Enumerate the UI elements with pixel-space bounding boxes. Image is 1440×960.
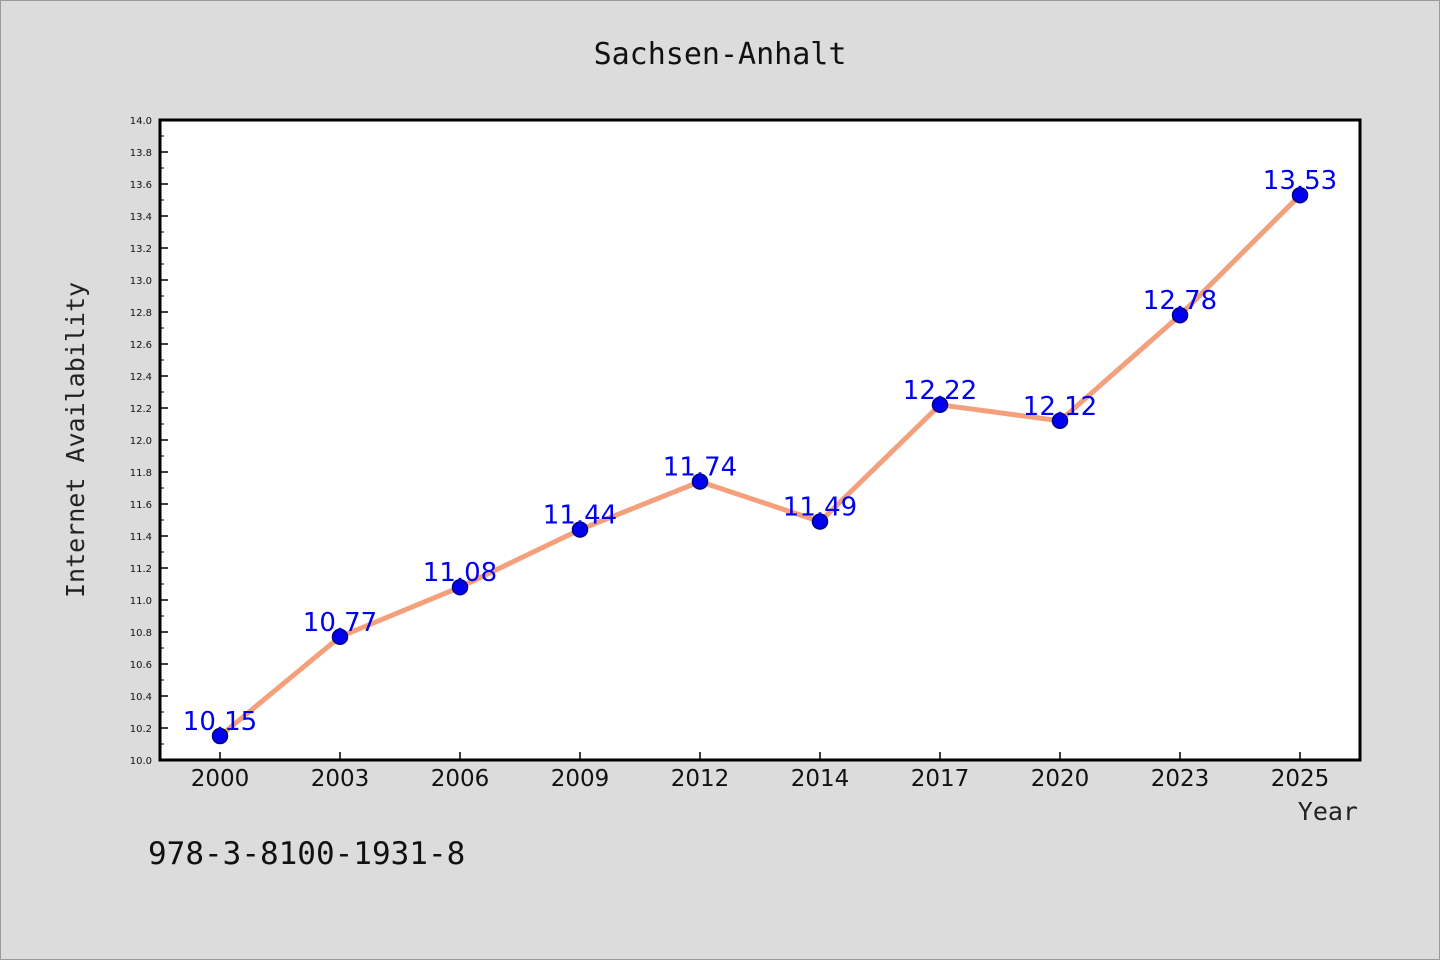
y-tick-label: 12.6: [130, 340, 152, 351]
data-point-label: 11.44: [543, 501, 617, 531]
data-point-marker: [811, 513, 829, 530]
data-labels: 10.15 10.77 11.08 11.44 11.74 11.49 12.22 12.12…: [183, 166, 1337, 737]
y-tick-label: 10.4: [130, 692, 152, 703]
y-tick-label: 10.2: [130, 724, 152, 735]
series-line: [217, 192, 1303, 739]
x-axis-ticks: 2000 2003 2006 2009 2012 2014 2017 2020 2023 2025: [191, 752, 1330, 792]
x-tick-label: 2012: [671, 766, 730, 792]
y-tick-label: 11.0: [130, 596, 152, 607]
x-tick-label: 2025: [1271, 766, 1330, 792]
y-tick-label: 12.8: [130, 308, 152, 319]
data-point-label: 12.22: [903, 376, 977, 406]
footer-isbn: 978-3-8100-1931-8: [148, 836, 465, 872]
data-point-marker: [331, 628, 349, 646]
series-lines: [217, 192, 1303, 739]
y-tick-label: 11.8: [130, 468, 152, 479]
y-tick-label: 12.0: [130, 436, 152, 447]
data-point-label: 11.74: [663, 453, 737, 483]
y-tick-label: 10.8: [130, 628, 152, 639]
data-point-marker: [1051, 412, 1069, 430]
plot-area: [158, 118, 1362, 762]
data-point-marker: [931, 396, 949, 414]
data-point-marker: [451, 578, 469, 596]
data-point-marker: [691, 473, 709, 490]
x-axis-label: Year: [1298, 797, 1358, 826]
chart-title: Sachsen-Anhalt: [594, 37, 847, 72]
y-tick-label: 11.4: [130, 532, 152, 543]
data-point-label: 10.15: [183, 707, 257, 737]
y-tick-label: 10.6: [130, 660, 152, 671]
data-point-marker: [211, 727, 229, 745]
data-point-marker: [1171, 306, 1189, 324]
x-tick-label: 2000: [191, 766, 250, 792]
x-tick-label: 2009: [551, 766, 610, 792]
y-tick-label: 13.8: [130, 148, 152, 159]
data-point-label: 11.49: [783, 493, 857, 523]
y-tick-label: 11.6: [130, 500, 152, 511]
y-tick-label: 13.6: [130, 180, 152, 191]
y-tick-label: 13.4: [130, 212, 152, 223]
y-tick-label: 13.0: [130, 276, 152, 287]
x-tick-label: 2006: [431, 766, 490, 792]
x-tick-label: 2017: [911, 766, 970, 792]
x-tick-label: 2003: [311, 766, 370, 792]
data-point-label: 12.12: [1023, 392, 1097, 422]
y-axis-label: Internet Availability: [61, 282, 90, 598]
data-point-marker: [1291, 186, 1309, 204]
data-point-label: 12.78: [1143, 286, 1217, 316]
y-tick-label: 12.2: [130, 404, 152, 415]
data-point-marker: [571, 521, 589, 538]
y-tick-label: 14.0: [130, 116, 152, 127]
y-tick-label: 10.0: [130, 756, 152, 767]
y-tick-label: 11.2: [130, 564, 152, 575]
y-tick-label: 12.4: [130, 372, 152, 383]
data-markers: [211, 186, 1309, 745]
x-tick-label: 2023: [1151, 766, 1210, 792]
x-tick-label: 2020: [1031, 766, 1090, 792]
x-tick-label: 2014: [791, 766, 850, 792]
y-tick-label: 13.2: [130, 244, 152, 255]
data-point-label: 11.08: [423, 558, 497, 588]
data-point-label: 10.77: [303, 608, 377, 638]
y-axis-ticks: 10.0 10.2 10.4 10.6 10.8 11.0 11.2 11.4 11.6 11.8…: [130, 116, 168, 767]
data-point-label: 13.53: [1263, 166, 1337, 196]
